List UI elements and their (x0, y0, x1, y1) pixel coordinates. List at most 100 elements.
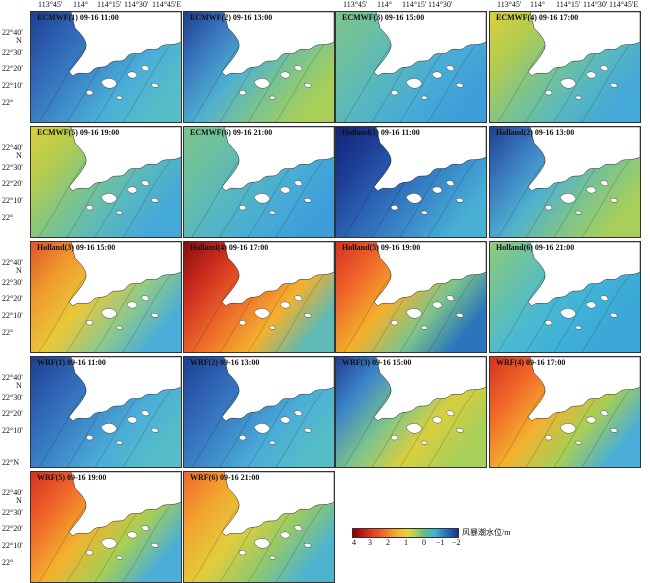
contour-line (191, 386, 243, 467)
island (253, 308, 271, 319)
contour-line (427, 386, 479, 467)
panel-title: ECMWF(2) 09-16 13:00 (190, 13, 273, 22)
island (115, 95, 123, 100)
y-tick: 22°40' (2, 28, 23, 37)
map-panel: WRF(4) 09-16 17:00 (489, 356, 641, 468)
contour-line (497, 156, 549, 237)
landmass (68, 127, 181, 192)
island (390, 320, 399, 326)
map-panel: ECMWF(3) 09-16 15:00 (335, 11, 487, 123)
landmass (68, 472, 181, 537)
y-tick: N (16, 36, 22, 45)
landmass (527, 127, 640, 192)
island (303, 83, 312, 88)
map-panel: WRF(5) 09-16 19:00 (30, 471, 182, 583)
surge-map (31, 127, 181, 237)
map-panel: WRF(1) 09-16 11:00 (30, 356, 182, 468)
contour-line (343, 271, 395, 352)
surge-map (31, 472, 181, 582)
map-panel: WRF(3) 09-16 15:00 (335, 356, 487, 468)
y-tick: 22° (2, 213, 14, 222)
x-tick: 114°15' (402, 0, 427, 9)
y-tick: N (16, 266, 22, 275)
island (420, 325, 428, 330)
panel-title: ECMWF(1) 09-16 11:00 (37, 13, 119, 22)
landmass (221, 242, 334, 307)
map-panel: WRF(2) 09-16 13:00 (183, 356, 335, 468)
island (293, 525, 303, 531)
island (420, 440, 428, 445)
island (574, 440, 582, 445)
contour-line (122, 156, 174, 237)
legend-tick: 3 (368, 538, 372, 547)
x-tick: 114° (73, 0, 88, 9)
surge-map (490, 242, 640, 352)
surge-map (336, 357, 486, 467)
island (253, 538, 271, 549)
surge-map (184, 12, 334, 122)
contour-line (343, 386, 395, 467)
island (100, 538, 118, 549)
y-tick: 22°40' (2, 488, 23, 497)
map-panel: Holland(1) 09-16 11:00 (335, 126, 487, 238)
panel-title: Holland(1) 09-16 11:00 (342, 128, 420, 137)
y-tick: 22°N (2, 458, 19, 467)
surge-map (490, 357, 640, 467)
island (445, 410, 455, 416)
panel-title: Holland(6) 09-16 21:00 (496, 243, 575, 252)
island (559, 193, 577, 204)
landmass (373, 12, 486, 77)
y-tick: 22°20' (2, 64, 23, 73)
island (150, 313, 159, 318)
legend-colorbar (352, 528, 459, 538)
contour-line (275, 156, 327, 237)
island (445, 180, 455, 186)
island (140, 410, 150, 416)
island (609, 313, 618, 318)
island (420, 210, 428, 215)
y-tick: 22°30' (2, 278, 23, 287)
x-tick: 113°45' (343, 0, 368, 9)
contour-line (581, 271, 633, 352)
landmass (221, 127, 334, 192)
y-tick: 22° (2, 558, 14, 567)
island (599, 65, 609, 71)
contour-line (427, 271, 479, 352)
panel-title: ECMWF(4) 09-16 17:00 (496, 13, 579, 22)
contour-line (122, 41, 174, 122)
island (431, 71, 443, 79)
map-panel: Holland(3) 09-16 15:00 (30, 241, 182, 353)
landmass (68, 357, 181, 422)
island (303, 428, 312, 433)
island (445, 295, 455, 301)
contour-line (38, 501, 90, 582)
landmass (527, 357, 640, 422)
color-legend: 4 3 2 1 0 −1 −2 风暴潮水位/m (352, 528, 522, 558)
contour-line (275, 41, 327, 122)
contour-line (427, 41, 479, 122)
island (238, 90, 247, 96)
y-tick: 22°20' (2, 294, 23, 303)
surge-map (31, 12, 181, 122)
island (268, 440, 276, 445)
y-tick: N (16, 151, 22, 160)
island (599, 295, 609, 301)
contour-line (122, 501, 174, 582)
island (574, 325, 582, 330)
island (126, 186, 138, 194)
contour-line (122, 386, 174, 467)
contour-line (581, 156, 633, 237)
landmass (373, 357, 486, 422)
surge-map (490, 127, 640, 237)
island (455, 198, 464, 203)
island (431, 186, 443, 194)
y-tick: 22°30' (2, 508, 23, 517)
island (585, 71, 597, 79)
island (599, 410, 609, 416)
island (115, 325, 123, 330)
y-tick: 22°40' (2, 143, 23, 152)
legend-tick: 1 (404, 538, 408, 547)
island (150, 543, 159, 548)
island (85, 90, 94, 96)
contour-line (497, 386, 549, 467)
